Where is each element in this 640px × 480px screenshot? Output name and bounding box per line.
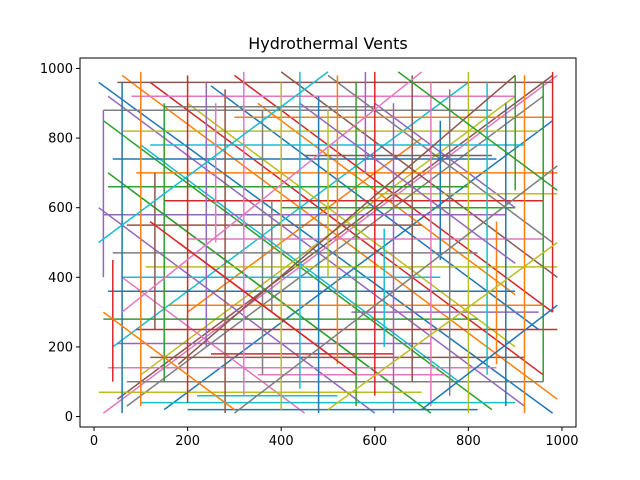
plot-frame — [79, 57, 577, 428]
y-tick-label: 1000 — [40, 62, 73, 77]
line-segment — [177, 74, 516, 365]
line-segment — [421, 304, 558, 411]
x-tick-label: 1000 — [545, 434, 578, 449]
x-tick-label: 400 — [269, 434, 294, 449]
line-segment — [299, 102, 516, 265]
x-tick-label: 200 — [175, 434, 200, 449]
line-segment — [98, 71, 329, 244]
line-segment — [121, 276, 306, 414]
line-segment — [116, 74, 554, 400]
y-axis: 0 200 400 600 800 1000 — [40, 62, 80, 425]
line-segment — [149, 220, 357, 376]
x-tick-label: 800 — [456, 434, 481, 449]
chart-title: Hydrothermal Vents — [248, 34, 407, 53]
line-segment — [98, 207, 376, 414]
y-tick-label: 800 — [48, 132, 73, 147]
x-tick-label: 0 — [90, 434, 98, 449]
line-segment — [327, 241, 558, 411]
x-axis: 0 200 400 600 800 1000 — [90, 427, 579, 449]
x-tick-label: 600 — [362, 434, 387, 449]
line-segment — [257, 102, 516, 296]
y-tick-label: 200 — [48, 340, 73, 355]
line-segment — [163, 120, 554, 411]
line-segment — [126, 95, 544, 407]
line-segments — [98, 71, 558, 414]
line-segment — [102, 311, 235, 411]
line-segment — [233, 165, 558, 414]
y-tick-label: 0 — [65, 410, 73, 425]
line-segment — [397, 71, 558, 191]
y-tick-label: 400 — [48, 271, 73, 286]
y-tick-label: 600 — [48, 201, 73, 216]
line-segment — [121, 71, 423, 313]
